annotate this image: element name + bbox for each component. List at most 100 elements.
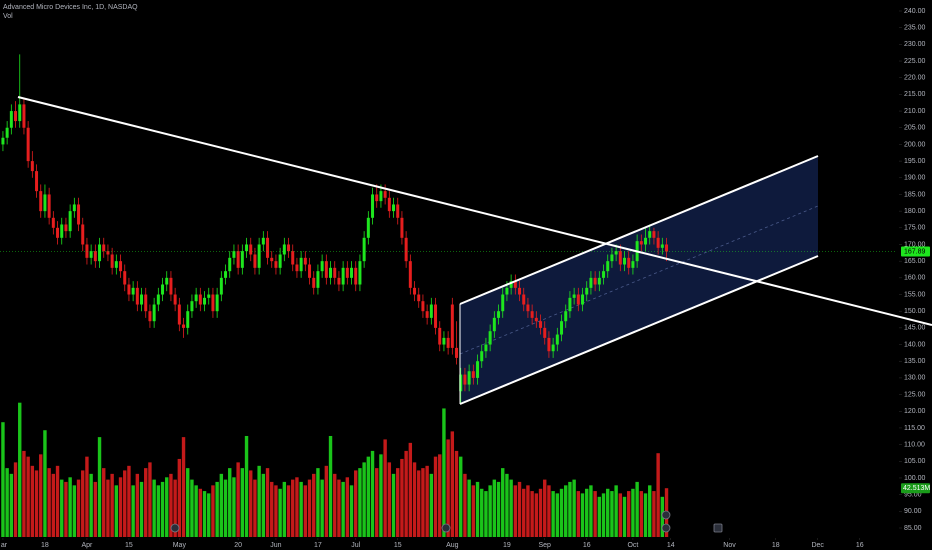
volume-bar: [282, 481, 287, 537]
volume-bar: [450, 431, 455, 537]
volume-bar: [39, 454, 43, 537]
candle-body: [371, 194, 375, 218]
volume-bar: [202, 491, 207, 537]
volume-bar: [417, 470, 421, 537]
candle-body: [652, 231, 656, 238]
volume-bar: [526, 485, 530, 537]
candle-body: [526, 304, 530, 312]
candle-body: [177, 304, 181, 325]
volume-bar: [656, 453, 660, 537]
volume-bar: [303, 485, 308, 537]
x-tick-label: 18: [772, 542, 780, 549]
candle-body: [1, 137, 5, 145]
candle-body: [261, 237, 265, 245]
indicator-name: Vol: [3, 13, 13, 20]
y-tick-label: 195.00: [904, 158, 926, 165]
event-marker[interactable]: [170, 523, 180, 533]
y-tick-label: 85.00: [904, 525, 922, 532]
y-tick-label: 135.00: [904, 358, 926, 365]
volume-bar: [253, 479, 257, 537]
volume-bar: [454, 450, 459, 537]
event-marker[interactable]: [661, 510, 671, 520]
event-marker[interactable]: [441, 523, 451, 533]
volume-bar: [93, 481, 98, 537]
candle-body: [555, 334, 559, 345]
candle-body: [501, 294, 505, 312]
volume-bar: [64, 481, 68, 537]
candle-body: [228, 257, 232, 272]
y-tick-label: 150.00: [904, 308, 926, 315]
candle-body: [509, 281, 513, 288]
candle-body: [408, 261, 412, 288]
y-tick-label: 120.00: [904, 408, 926, 415]
candle-body: [543, 327, 547, 338]
candle-body: [350, 267, 354, 278]
candle-body: [81, 224, 85, 245]
volume-bar: [551, 491, 555, 537]
y-tick-label: 100.00: [904, 475, 926, 482]
candle-body: [308, 264, 312, 278]
candle-body: [211, 294, 215, 312]
candle-body: [236, 251, 240, 268]
candle-body: [270, 257, 274, 262]
y-tick-label: 225.00: [904, 58, 926, 65]
candle-body: [396, 204, 400, 218]
x-tick-label: Dec: [811, 542, 824, 549]
volume-bar: [404, 450, 408, 537]
volume-bar: [547, 485, 551, 537]
y-tick-label: 165.00: [904, 258, 926, 265]
x-tick-label: Jul: [351, 542, 360, 549]
volume-bar: [270, 481, 274, 537]
volume-bar: [459, 456, 463, 537]
volume-bar: [496, 481, 501, 537]
candle-body: [93, 251, 97, 262]
last-volume-box: [901, 483, 930, 494]
y-tick-label: 95.00: [904, 491, 922, 498]
x-tick-label: May: [173, 542, 187, 549]
volume-bar: [362, 462, 366, 537]
volume-bar: [501, 468, 505, 537]
candle-body: [123, 271, 127, 285]
x-tick-label: Sep: [538, 542, 551, 549]
volume-bar: [76, 479, 81, 537]
y-tick-label: 155.00: [904, 291, 926, 298]
candle-body: [9, 111, 13, 128]
candle-body: [119, 261, 123, 272]
candle-body: [446, 337, 450, 348]
earnings-marker[interactable]: [713, 523, 723, 533]
candle-body: [72, 204, 76, 212]
volume-bar: [194, 485, 198, 537]
volume-bar: [534, 493, 539, 537]
candle-body: [156, 294, 160, 305]
volume-bar: [572, 479, 576, 537]
volume-bar: [139, 481, 144, 537]
candle-body: [131, 287, 135, 295]
volume-bar: [513, 485, 518, 537]
volume-bar: [538, 488, 543, 537]
candle-body: [47, 194, 51, 218]
candle-body: [560, 321, 564, 335]
candle-body: [169, 277, 173, 295]
x-tick-label: ar: [1, 542, 8, 549]
candle-body: [534, 317, 538, 322]
candle-body: [345, 267, 349, 278]
event-marker[interactable]: [661, 523, 671, 533]
x-tick-label: Oct: [627, 542, 638, 549]
candle-body: [644, 237, 648, 245]
volume-bar: [30, 465, 35, 537]
volume-bar: [186, 468, 190, 537]
y-tick-label: 115.00: [904, 425, 925, 432]
candle-body: [240, 251, 244, 268]
candle-body: [144, 294, 148, 312]
volume-bar: [400, 458, 404, 537]
candle-body: [316, 271, 320, 288]
volume-bar: [349, 485, 354, 537]
candle-body: [425, 311, 429, 318]
x-tick-label: 15: [125, 542, 133, 549]
volume-bar: [274, 485, 278, 537]
volume-bar: [127, 465, 131, 537]
candle-body: [148, 311, 152, 322]
candle-body: [639, 241, 643, 245]
candle-body: [219, 277, 223, 295]
